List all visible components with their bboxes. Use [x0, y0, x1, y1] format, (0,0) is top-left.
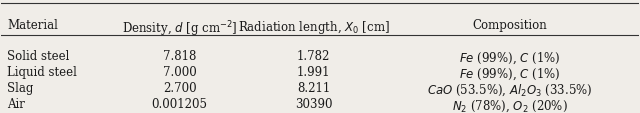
Text: Liquid steel: Liquid steel	[7, 66, 77, 79]
Text: 7.818: 7.818	[163, 50, 196, 63]
Text: 2.700: 2.700	[163, 81, 196, 94]
Text: Density, $d$ [g cm$^{-2}$]: Density, $d$ [g cm$^{-2}$]	[122, 19, 237, 39]
Text: 0.001205: 0.001205	[152, 97, 207, 110]
Text: Composition: Composition	[472, 19, 547, 32]
Text: $\mathit{CaO}$ (53.5%), $\mathit{Al_2O_3}$ (33.5%): $\mathit{CaO}$ (53.5%), $\mathit{Al_2O_3…	[428, 81, 593, 97]
Text: $\mathit{N_2}$ (78%), $\mathit{O_2}$ (20%): $\mathit{N_2}$ (78%), $\mathit{O_2}$ (20…	[452, 97, 568, 113]
Text: 1.782: 1.782	[297, 50, 330, 63]
Text: Air: Air	[7, 97, 25, 110]
Text: Slag: Slag	[7, 81, 33, 94]
Text: 1.991: 1.991	[297, 66, 330, 79]
Text: 8.211: 8.211	[297, 81, 330, 94]
Text: Material: Material	[7, 19, 58, 32]
Text: $\mathit{Fe}$ (99%), $\mathit{C}$ (1%): $\mathit{Fe}$ (99%), $\mathit{C}$ (1%)	[460, 66, 561, 81]
Text: Radiation length, $X_0$ [cm]: Radiation length, $X_0$ [cm]	[237, 19, 390, 36]
Text: 7.000: 7.000	[163, 66, 196, 79]
Text: $\mathit{Fe}$ (99%), $\mathit{C}$ (1%): $\mathit{Fe}$ (99%), $\mathit{C}$ (1%)	[460, 50, 561, 65]
Text: Solid steel: Solid steel	[7, 50, 70, 63]
Text: 30390: 30390	[295, 97, 332, 110]
